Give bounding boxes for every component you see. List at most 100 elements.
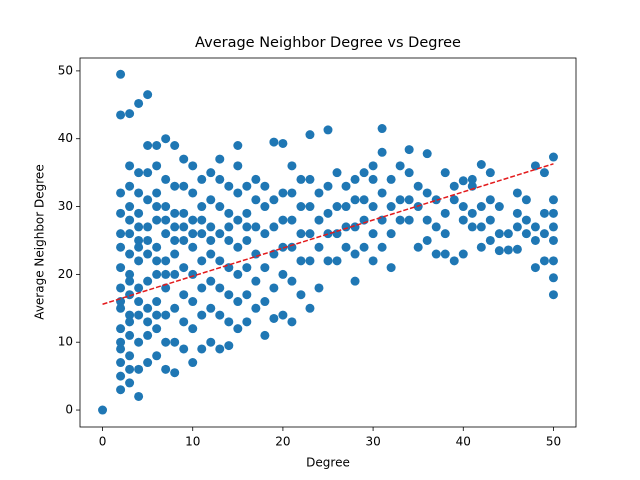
scatter-point xyxy=(233,324,243,334)
scatter-point xyxy=(188,324,198,334)
scatter-point xyxy=(296,290,306,300)
scatter-point xyxy=(125,310,135,320)
scatter-point xyxy=(215,344,225,354)
scatter-point xyxy=(278,310,288,320)
scatter-point xyxy=(233,269,243,279)
scatter-point xyxy=(161,337,171,347)
scatter-point xyxy=(134,208,144,218)
scatter-point xyxy=(350,249,360,259)
scatter-point xyxy=(215,202,225,212)
scatter-point xyxy=(206,249,216,259)
scatter-point xyxy=(485,235,495,245)
scatter-point xyxy=(467,208,477,218)
scatter-point xyxy=(539,208,549,218)
scatter-point xyxy=(278,269,288,279)
scatter-point xyxy=(224,290,234,300)
scatter-point xyxy=(548,222,558,232)
scatter-point xyxy=(161,364,171,374)
scatter-point xyxy=(179,208,189,218)
scatter-point xyxy=(476,202,486,212)
scatter-point xyxy=(242,208,252,218)
scatter-point xyxy=(494,246,504,256)
scatter-point xyxy=(170,208,180,218)
scatter-point xyxy=(161,256,171,266)
scatter-point xyxy=(134,98,144,108)
scatter-point xyxy=(179,290,189,300)
scatter-point xyxy=(125,181,135,191)
scatter-point xyxy=(116,188,126,198)
scatter-point xyxy=(224,341,234,351)
scatter-point xyxy=(485,195,495,205)
scatter-point xyxy=(287,215,297,225)
scatter-point xyxy=(224,235,234,245)
scatter-point xyxy=(548,290,558,300)
scatter-point xyxy=(125,317,135,327)
scatter-point xyxy=(287,188,297,198)
scatter-point xyxy=(170,181,180,191)
scatter-point xyxy=(260,181,270,191)
scatter-point xyxy=(134,222,144,232)
scatter-point xyxy=(503,245,513,255)
scatter-point xyxy=(494,202,504,212)
scatter-point xyxy=(206,235,216,245)
scatter-point xyxy=(143,330,153,340)
scatter-point xyxy=(206,168,216,178)
axes-frame xyxy=(79,57,577,428)
scatter-point xyxy=(395,195,405,205)
scatter-point xyxy=(143,141,153,151)
scatter-point xyxy=(404,145,414,155)
scatter-point xyxy=(350,174,360,184)
scatter-point xyxy=(512,244,522,254)
scatter-point xyxy=(314,188,324,198)
scatter-point xyxy=(179,344,189,354)
scatter-point xyxy=(440,229,450,239)
scatter-point xyxy=(287,242,297,252)
scatter-point xyxy=(278,138,288,148)
scatter-point xyxy=(368,161,378,171)
scatter-point xyxy=(377,188,387,198)
scatter-point xyxy=(458,215,468,225)
scatter-point xyxy=(467,222,477,232)
scatter-point xyxy=(260,263,270,273)
scatter-point xyxy=(125,330,135,340)
scatter-point xyxy=(143,235,153,245)
scatter-point xyxy=(179,154,189,164)
scatter-point xyxy=(242,235,252,245)
scatter-point xyxy=(161,174,171,184)
scatter-point xyxy=(143,168,153,178)
x-tick-label: 50 xyxy=(546,435,561,449)
scatter-point xyxy=(251,276,261,286)
scatter-point xyxy=(359,242,369,252)
scatter-point xyxy=(539,168,549,178)
scatter-point xyxy=(116,344,126,354)
y-tick-label: 50 xyxy=(58,63,73,77)
x-tick-label: 0 xyxy=(99,435,107,449)
scatter-point xyxy=(530,263,540,273)
scatter-point xyxy=(116,263,126,273)
scatter-point xyxy=(152,215,162,225)
scatter-point xyxy=(260,202,270,212)
scatter-point xyxy=(305,174,315,184)
scatter-point xyxy=(422,149,432,159)
scatter-point xyxy=(512,188,522,198)
scatter-point xyxy=(485,168,495,178)
scatter-point xyxy=(125,276,135,286)
scatter-point xyxy=(386,263,396,273)
scatter-point xyxy=(476,159,486,169)
scatter-point xyxy=(125,249,135,259)
scatter-point xyxy=(224,181,234,191)
scatter-point xyxy=(215,174,225,184)
scatter-point xyxy=(116,229,126,239)
scatter-point xyxy=(215,283,225,293)
scatter-point xyxy=(269,195,279,205)
scatter-point xyxy=(449,181,459,191)
scatter-point xyxy=(125,109,135,119)
scatter-point xyxy=(116,69,126,79)
scatter-point xyxy=(233,161,243,171)
x-tick-label: 20 xyxy=(275,435,290,449)
scatter-point xyxy=(206,276,216,286)
scatter-point xyxy=(152,324,162,334)
scatter-point xyxy=(197,174,207,184)
scatter-point xyxy=(341,202,351,212)
